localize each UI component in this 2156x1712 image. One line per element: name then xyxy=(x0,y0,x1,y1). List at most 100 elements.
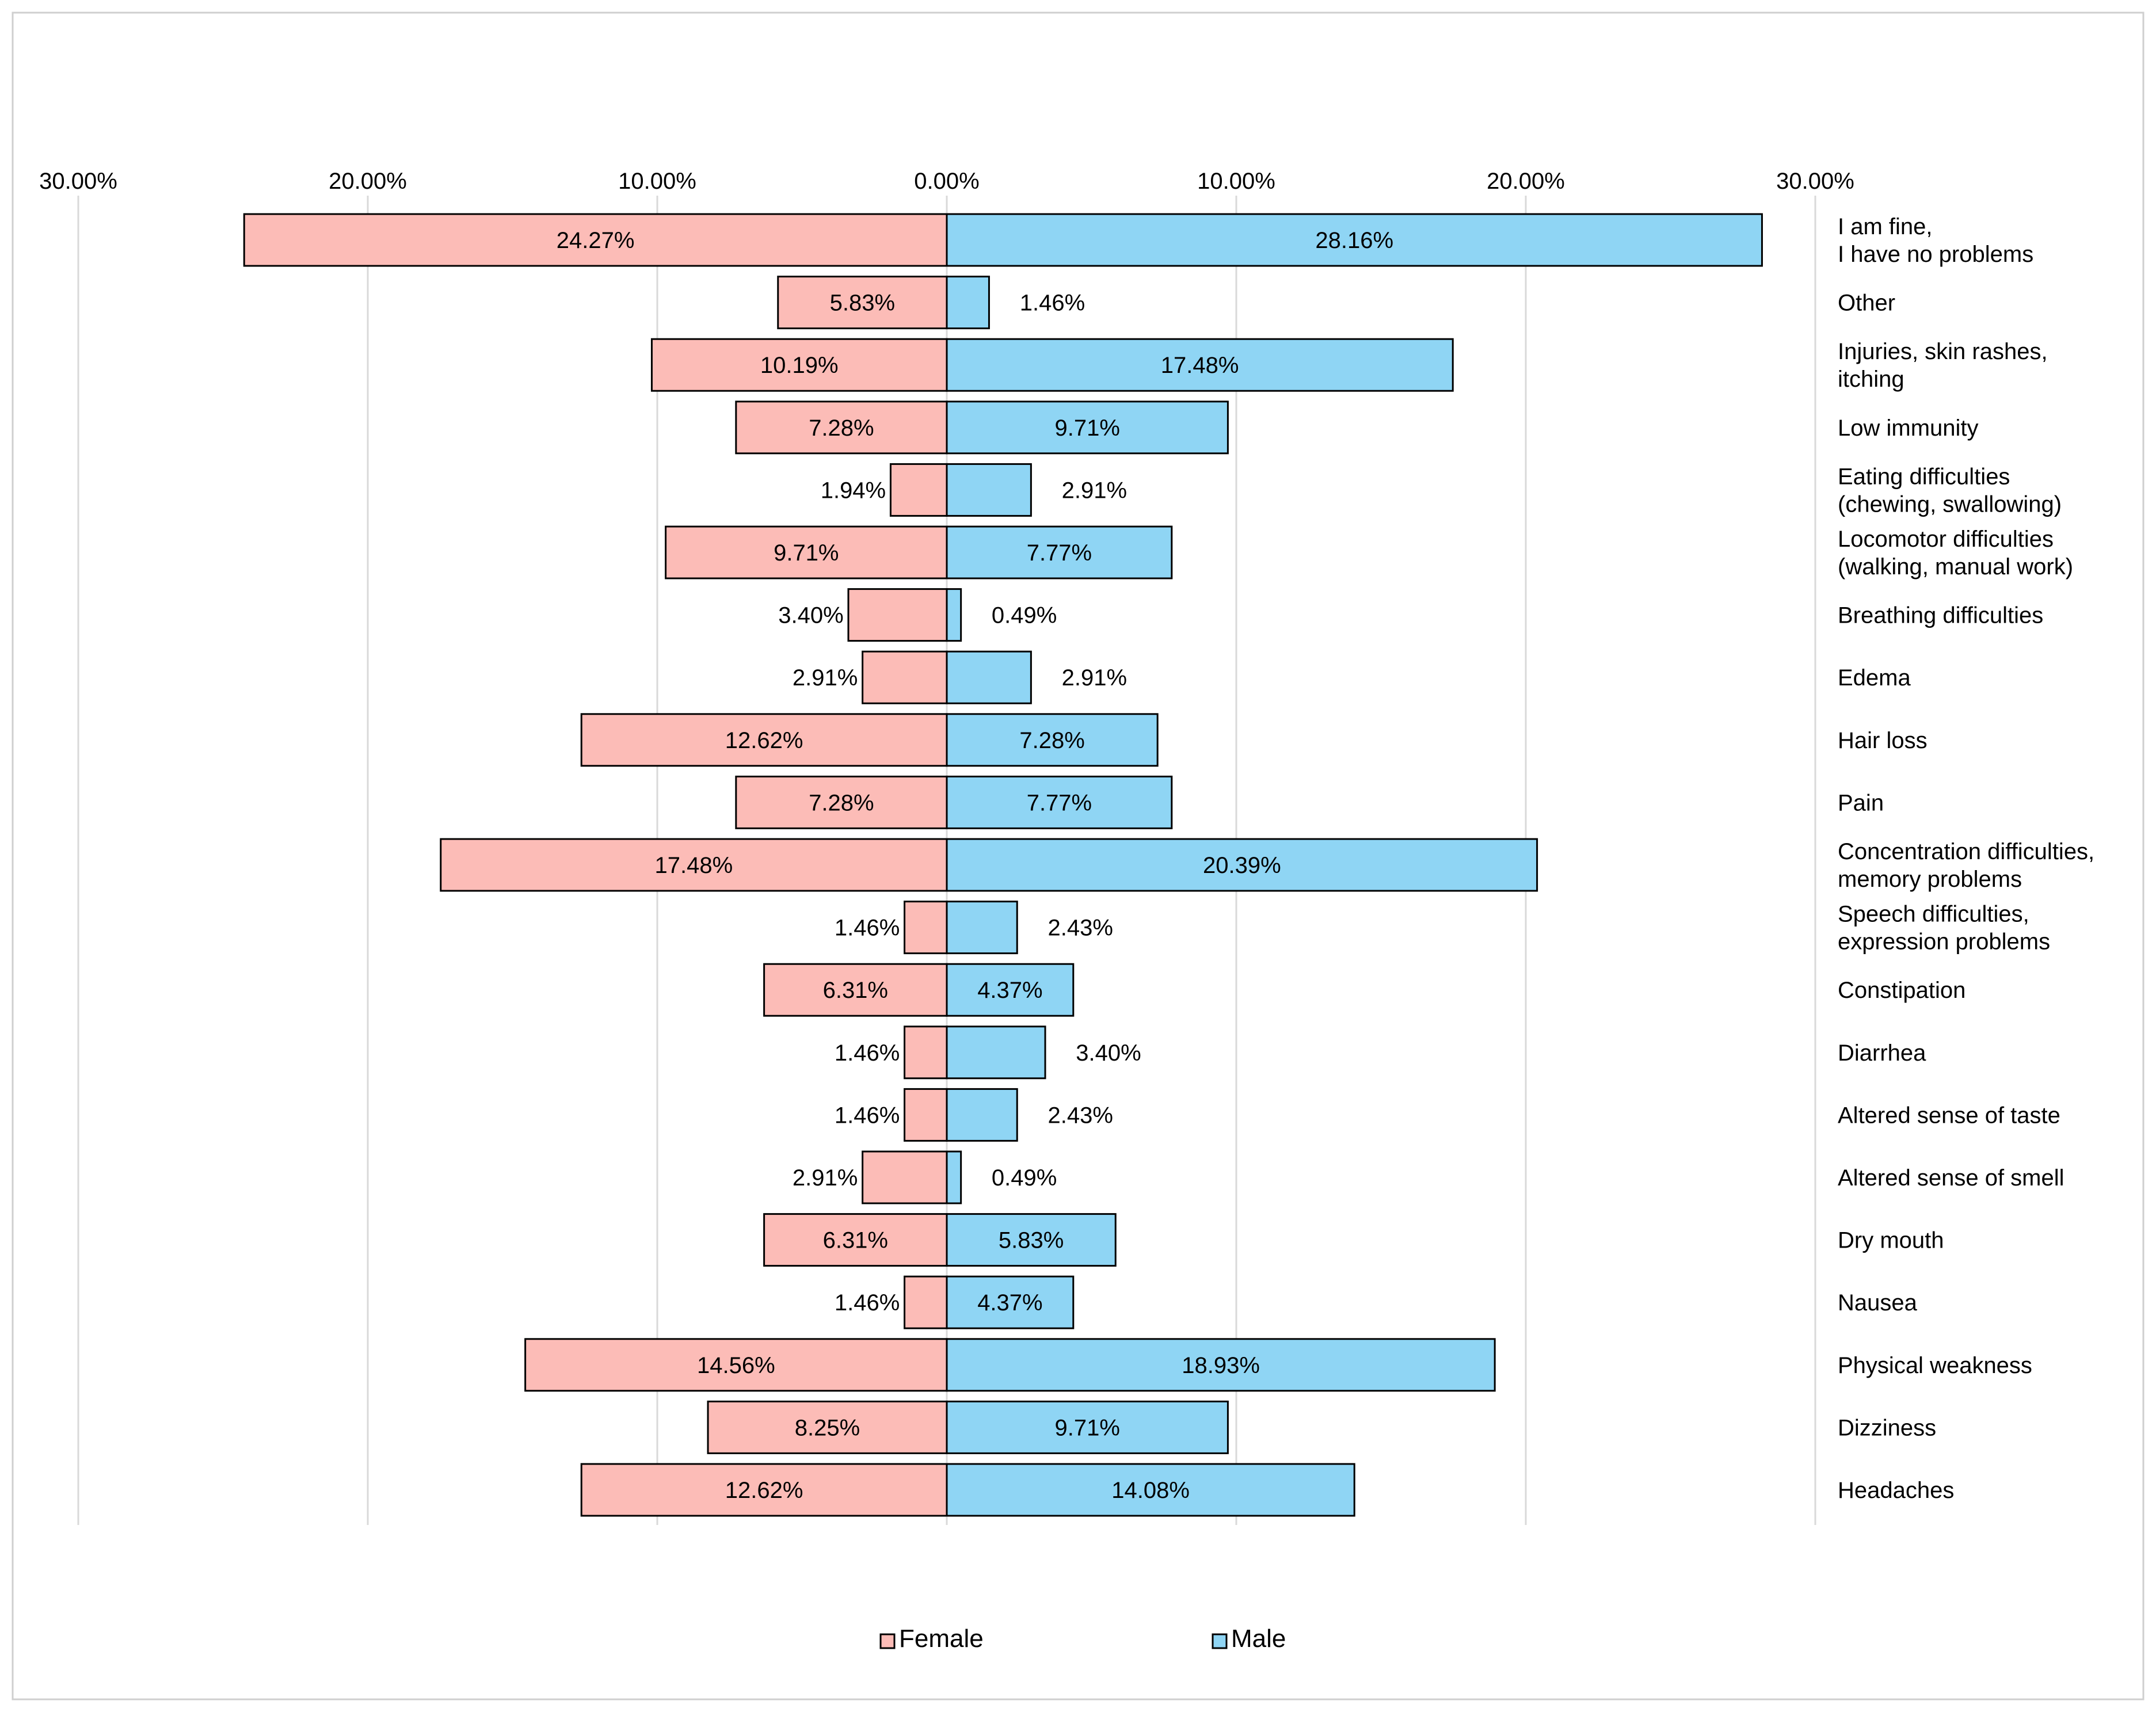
value-label-male: 0.49% xyxy=(992,1165,1057,1191)
x-tick-label: 20.00% xyxy=(1487,169,1565,194)
category-label: Low immunity xyxy=(1838,415,1979,441)
value-label-female: 1.46% xyxy=(835,1290,900,1316)
value-label-male: 2.43% xyxy=(1048,1103,1113,1128)
bar-male xyxy=(946,463,1032,517)
category-label: Breathing difficulties xyxy=(1838,603,2043,628)
bar-female xyxy=(580,713,948,767)
value-label-male: 4.37% xyxy=(977,1290,1042,1316)
bar-female xyxy=(904,1088,948,1142)
value-label-female: 3.40% xyxy=(778,603,843,628)
bar-female xyxy=(777,276,948,330)
value-label-male: 7.77% xyxy=(1027,790,1092,815)
value-label-female: 1.46% xyxy=(835,1040,900,1066)
value-label-male: 7.28% xyxy=(1019,728,1084,753)
bar-female xyxy=(735,401,948,455)
bar-male xyxy=(946,276,990,330)
value-label-female: 12.62% xyxy=(725,1478,803,1503)
category-label: Eating difficulties (chewing, swallowing) xyxy=(1838,464,2062,517)
category-label: Headaches xyxy=(1838,1478,1954,1503)
category-label: Altered sense of smell xyxy=(1838,1165,2064,1191)
value-label-female: 2.91% xyxy=(793,1165,858,1191)
category-label: Speech difficulties, expression problems xyxy=(1838,902,2050,955)
category-label: Edema xyxy=(1838,665,1911,691)
bar-male xyxy=(946,963,1075,1017)
bar-male xyxy=(946,1400,1229,1454)
bar-male xyxy=(946,588,962,642)
bar-male xyxy=(946,525,1173,579)
category-label: Locomotor difficulties (walking, manual w… xyxy=(1838,527,2073,579)
value-label-male: 14.08% xyxy=(1111,1478,1190,1503)
bar-female xyxy=(763,1213,948,1267)
category-label: Pain xyxy=(1838,790,1884,815)
value-label-female: 14.56% xyxy=(697,1353,775,1378)
value-label-female: 10.19% xyxy=(760,353,839,378)
category-label: I am fine, I have no problems xyxy=(1838,214,2033,267)
value-label-male: 20.39% xyxy=(1203,853,1281,878)
x-tick-label: 0.00% xyxy=(914,169,979,194)
value-label-female: 1.94% xyxy=(821,478,886,503)
bar-female xyxy=(847,588,948,642)
category-label: Dry mouth xyxy=(1838,1228,1944,1253)
value-label-female: 5.83% xyxy=(830,291,895,316)
legend-swatch-female xyxy=(879,1633,896,1649)
bar-male xyxy=(946,713,1159,767)
value-label-female: 7.28% xyxy=(809,790,874,815)
category-label: Physical weakness xyxy=(1838,1353,2032,1378)
bar-female xyxy=(735,775,948,829)
value-label-male: 5.83% xyxy=(999,1228,1064,1253)
value-label-male: 17.48% xyxy=(1161,353,1239,378)
value-label-female: 7.28% xyxy=(809,415,874,441)
value-label-male: 2.91% xyxy=(1062,665,1127,691)
bar-female xyxy=(904,1025,948,1080)
value-label-male: 4.37% xyxy=(977,978,1042,1003)
bar-male xyxy=(946,901,1018,955)
x-tick-label: 30.00% xyxy=(1776,169,1854,194)
value-label-male: 1.46% xyxy=(1020,291,1085,316)
category-label: Diarrhea xyxy=(1838,1040,1926,1066)
value-label-male: 0.49% xyxy=(992,603,1057,628)
bar-male xyxy=(946,1150,962,1204)
value-label-male: 2.91% xyxy=(1062,478,1127,503)
value-label-female: 17.48% xyxy=(655,853,733,878)
bar-male xyxy=(946,401,1229,455)
value-label-female: 8.25% xyxy=(795,1415,860,1440)
bar-female xyxy=(707,1400,948,1454)
value-label-male: 7.77% xyxy=(1027,540,1092,566)
bar-male xyxy=(946,838,1538,892)
bar-female xyxy=(243,213,948,267)
value-label-male: 28.16% xyxy=(1315,228,1393,253)
bar-female xyxy=(862,1150,948,1204)
bar-male xyxy=(946,1275,1075,1329)
bar-female xyxy=(524,1338,948,1392)
value-label-male: 2.43% xyxy=(1048,916,1113,941)
category-label: Constipation xyxy=(1838,978,1965,1003)
bar-male xyxy=(946,213,1763,267)
bar-female xyxy=(904,1275,948,1329)
x-tick-label: 20.00% xyxy=(329,169,407,194)
x-tick-label: 10.00% xyxy=(618,169,696,194)
category-label: Dizziness xyxy=(1838,1415,1936,1440)
bar-male xyxy=(946,775,1173,829)
legend: Female Male xyxy=(879,1625,1286,1653)
value-label-female: 6.31% xyxy=(823,1228,888,1253)
legend-label-male: Male xyxy=(1231,1625,1286,1653)
legend-label-female: Female xyxy=(899,1625,984,1653)
bar-male xyxy=(946,1213,1117,1267)
bar-male xyxy=(946,1338,1496,1392)
bars xyxy=(243,213,1763,1517)
value-label-female: 9.71% xyxy=(774,540,839,566)
bar-male xyxy=(946,1463,1355,1517)
bar-male xyxy=(946,1025,1046,1080)
bar-male xyxy=(946,338,1454,392)
value-label-female: 2.91% xyxy=(793,665,858,691)
value-label-female: 24.27% xyxy=(557,228,635,253)
x-axis-tick-labels: 30.00% 20.00% 10.00% 0.00% 10.00% 20.00% 30.00… xyxy=(39,169,1854,194)
bar-female xyxy=(763,963,948,1017)
category-label: Altered sense of taste xyxy=(1838,1103,2060,1128)
x-tick-label: 10.00% xyxy=(1197,169,1275,194)
x-tick-label: 30.00% xyxy=(39,169,117,194)
category-labels: I am fine, I have no problems Other Injurie… xyxy=(1838,214,2094,1503)
bar-female xyxy=(580,1463,948,1517)
category-label: Hair loss xyxy=(1838,728,1928,753)
